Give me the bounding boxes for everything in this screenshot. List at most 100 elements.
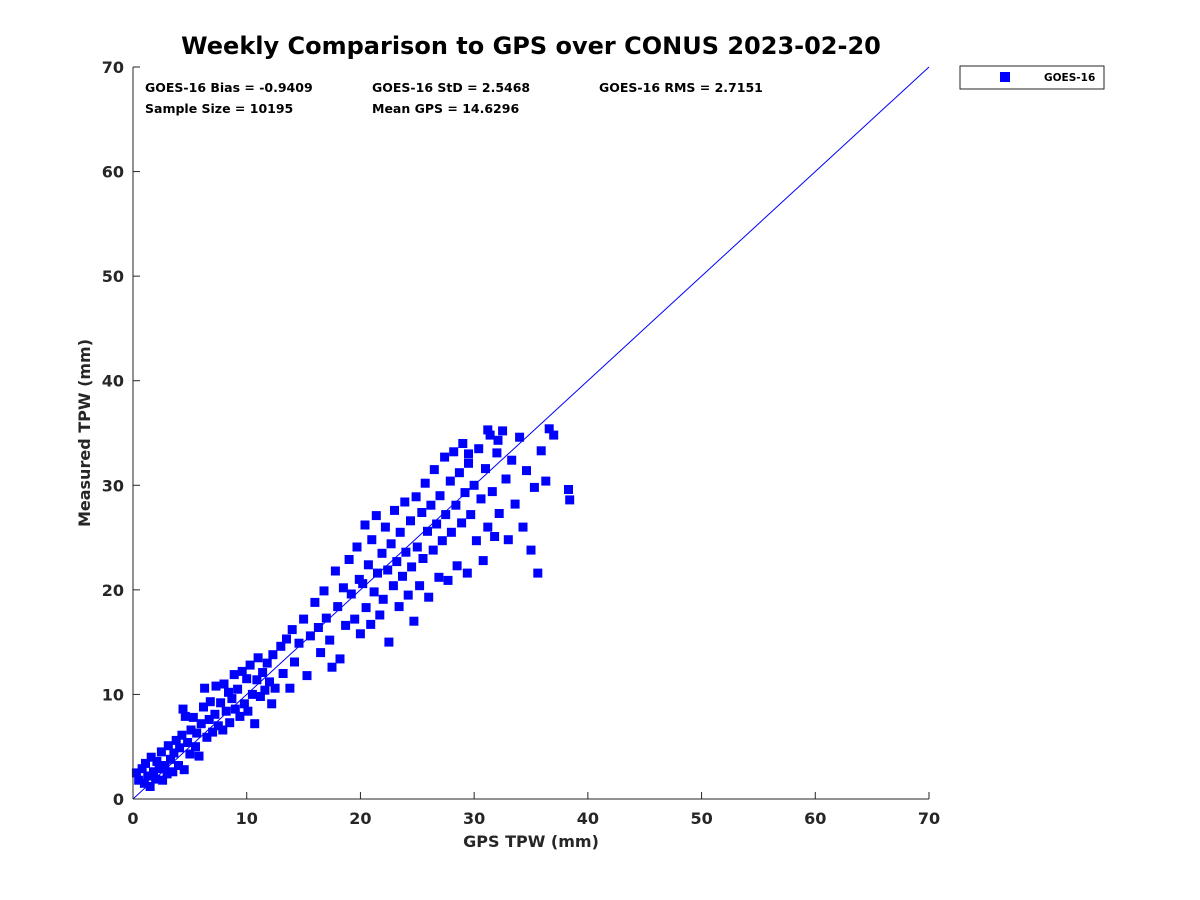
data-point	[522, 466, 531, 476]
data-point	[434, 572, 444, 582]
x-tick-label: 30	[463, 809, 485, 828]
data-point	[344, 555, 354, 564]
data-point	[384, 637, 394, 647]
y-tick-label: 70	[102, 58, 124, 77]
data-point	[449, 447, 459, 457]
data-point	[492, 448, 502, 458]
data-point	[338, 583, 348, 593]
data-point	[485, 430, 495, 440]
data-point	[420, 478, 430, 488]
data-point	[299, 614, 309, 624]
data-point	[429, 465, 439, 475]
stat-std: GOES-16 StD = 2.5468	[372, 80, 530, 95]
data-point	[224, 687, 233, 697]
stat-mean-gps: Mean GPS = 14.6296	[372, 101, 519, 116]
data-point	[196, 719, 206, 729]
data-point	[268, 650, 278, 660]
x-tick-label: 40	[577, 809, 599, 828]
data-point	[443, 575, 453, 585]
data-point	[400, 497, 410, 507]
data-point	[139, 778, 149, 788]
data-point	[302, 671, 312, 681]
data-point	[358, 579, 368, 589]
data-point	[194, 751, 204, 761]
data-point	[426, 500, 436, 510]
data-point	[310, 597, 320, 607]
data-point	[252, 675, 262, 685]
data-point	[352, 542, 362, 552]
data-point	[287, 625, 297, 635]
reference-line	[132, 66, 930, 800]
data-point	[367, 535, 377, 545]
data-point	[395, 527, 405, 537]
data-point	[262, 658, 272, 668]
data-point	[462, 568, 472, 578]
data-point	[515, 432, 525, 442]
data-point	[415, 581, 425, 591]
data-point	[131, 768, 141, 778]
data-point	[171, 735, 181, 745]
data-point	[437, 536, 447, 546]
data-point	[478, 556, 488, 566]
data-point	[227, 694, 237, 704]
y-tick-label: 30	[102, 476, 124, 495]
data-point	[313, 623, 323, 632]
data-point	[278, 669, 288, 678]
data-point	[406, 516, 415, 526]
data-point	[390, 505, 399, 515]
y-axis-ticks: 0 10 20 30 40 50 60 70	[102, 58, 140, 809]
data-point	[501, 474, 511, 484]
legend-box	[959, 65, 1105, 90]
data-point	[487, 487, 497, 497]
data-point	[156, 747, 166, 757]
data-point	[169, 748, 179, 758]
data-point	[401, 547, 411, 557]
data-point	[466, 510, 476, 520]
data-point	[327, 662, 337, 672]
data-point	[152, 756, 162, 766]
data-point	[355, 629, 365, 639]
data-point	[166, 754, 175, 764]
data-point	[549, 430, 559, 440]
data-point	[409, 616, 419, 626]
data-point	[145, 782, 155, 791]
y-tick-label: 0	[113, 790, 124, 809]
data-point	[192, 728, 202, 738]
data-point	[493, 435, 503, 445]
data-point	[183, 738, 193, 747]
stat-sample-size: Sample Size = 10195	[145, 101, 293, 116]
data-point	[541, 476, 551, 486]
data-point	[216, 698, 226, 708]
data-point	[276, 641, 286, 651]
data-point	[423, 526, 432, 536]
data-point	[149, 767, 158, 777]
data-point	[205, 697, 215, 707]
data-point	[260, 685, 270, 695]
data-point	[454, 468, 464, 478]
data-point	[452, 561, 462, 571]
data-point	[464, 458, 473, 468]
data-point	[141, 758, 150, 768]
x-tick-label: 60	[804, 809, 826, 828]
data-point	[285, 683, 295, 693]
data-point	[432, 519, 442, 529]
data-point	[178, 704, 188, 714]
data-point	[180, 711, 190, 721]
data-point	[474, 444, 484, 454]
data-point	[407, 562, 417, 572]
data-point	[388, 581, 398, 591]
data-point	[403, 590, 413, 600]
data-point	[270, 683, 280, 693]
data-point	[428, 545, 438, 555]
data-point	[498, 426, 508, 436]
y-axis-label: Measured TPW (mm)	[75, 339, 94, 527]
y-tick-label: 40	[102, 372, 124, 391]
data-point	[536, 446, 546, 456]
data-point	[335, 654, 345, 664]
x-axis-label: GPS TPW (mm)	[463, 832, 599, 851]
data-point	[250, 719, 260, 729]
data-point	[143, 771, 153, 781]
data-point	[380, 522, 390, 532]
data-point	[510, 499, 520, 509]
